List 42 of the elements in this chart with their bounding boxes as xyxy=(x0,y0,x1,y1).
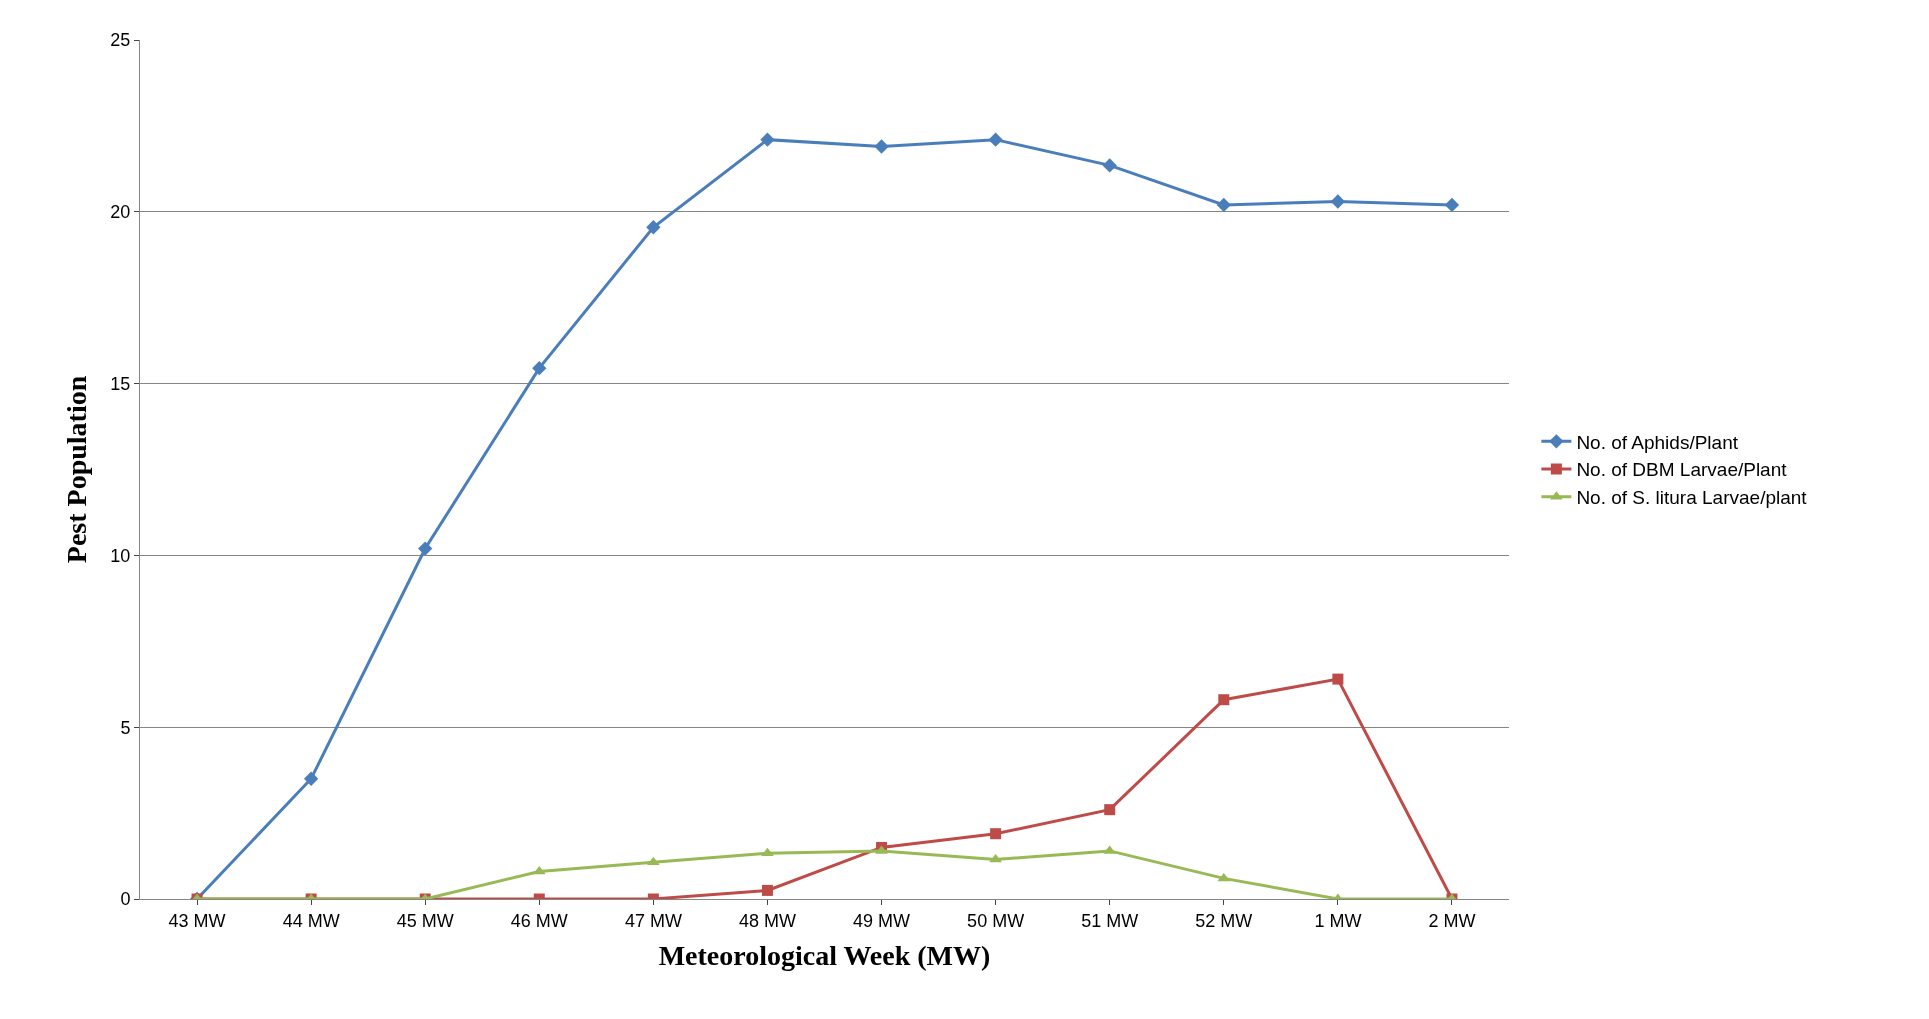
point xyxy=(1218,694,1230,706)
point xyxy=(761,847,774,857)
x-tick-label: 46 MW xyxy=(510,910,568,931)
y-tick-label: 10 xyxy=(110,545,131,566)
y-tick-label: 5 xyxy=(120,717,131,738)
x-tick-label: 44 MW xyxy=(282,910,340,931)
x-axis-title: Meteorological Week (MW) xyxy=(658,939,991,971)
point xyxy=(1102,158,1117,173)
y-tick-label: 0 xyxy=(120,889,131,910)
point xyxy=(303,771,319,786)
y-tick-label: 25 xyxy=(110,30,131,51)
point xyxy=(1104,804,1116,816)
point xyxy=(1330,194,1346,209)
x-tick-label: 50 MW xyxy=(967,910,1025,931)
legend-label: No. of DBM Larvae/Plant xyxy=(1576,459,1788,481)
x-tick-label: 52 MW xyxy=(1195,910,1253,931)
x-tick-label: 51 MW xyxy=(1081,910,1139,931)
legend-label: No. of S. litura Larvae/plant xyxy=(1576,487,1808,509)
point xyxy=(1332,673,1344,685)
point xyxy=(1216,197,1231,213)
point xyxy=(990,828,1002,840)
x-tick-label: 1 MW xyxy=(1314,910,1362,931)
y-tick-label: 20 xyxy=(110,202,131,223)
x-tick-label: 45 MW xyxy=(396,910,454,931)
y-tick-label: 15 xyxy=(110,373,131,394)
point xyxy=(418,541,433,556)
x-tick-label: 48 MW xyxy=(738,910,796,931)
x-tick-label: 2 MW xyxy=(1428,910,1476,931)
legend-label: No. of Aphids/Plant xyxy=(1576,431,1739,453)
point xyxy=(760,132,775,147)
y-axis-title: Pest Population xyxy=(61,375,93,564)
point xyxy=(761,884,773,896)
point xyxy=(1444,197,1460,213)
point xyxy=(646,220,661,235)
x-tick-label: 43 MW xyxy=(168,910,226,931)
x-tick-label: 47 MW xyxy=(624,910,682,931)
point xyxy=(532,360,547,376)
x-tick-label: 49 MW xyxy=(853,910,911,931)
point xyxy=(989,853,1002,863)
point xyxy=(874,139,889,154)
point xyxy=(1217,872,1231,882)
point xyxy=(988,132,1003,147)
